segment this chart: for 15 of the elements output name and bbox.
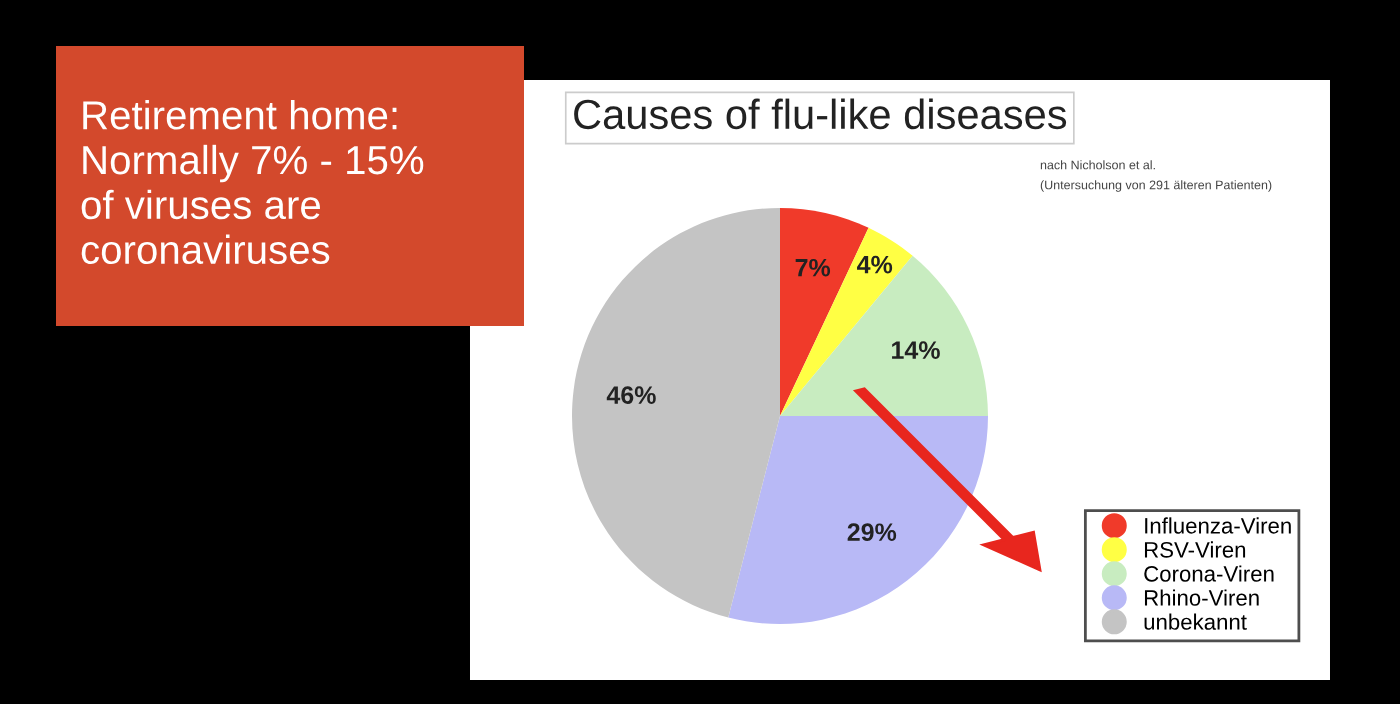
legend-label: Influenza-Viren xyxy=(1145,517,1291,534)
legend-label: Corona-Viren xyxy=(1144,565,1274,582)
pie-slice xyxy=(572,208,780,618)
data-label: 7% xyxy=(795,258,831,277)
legend-label: RSV-Viren xyxy=(1144,541,1246,558)
text: Retirement home: Normally 7% - 15% of viruses are coronaviruses xyxy=(81,99,424,265)
data-label: 14% xyxy=(892,341,940,359)
data-label: 29% xyxy=(847,523,897,542)
legend-label: Rhino-Viren xyxy=(1144,589,1259,606)
pie-slice xyxy=(728,416,988,624)
pie-slice xyxy=(780,255,988,416)
data-label: 46% xyxy=(606,386,656,404)
chart-title: Causes of flu-like diseases xyxy=(574,98,1067,130)
data-label: 4% xyxy=(857,255,893,274)
legend-label: unbekannt xyxy=(1144,613,1247,630)
